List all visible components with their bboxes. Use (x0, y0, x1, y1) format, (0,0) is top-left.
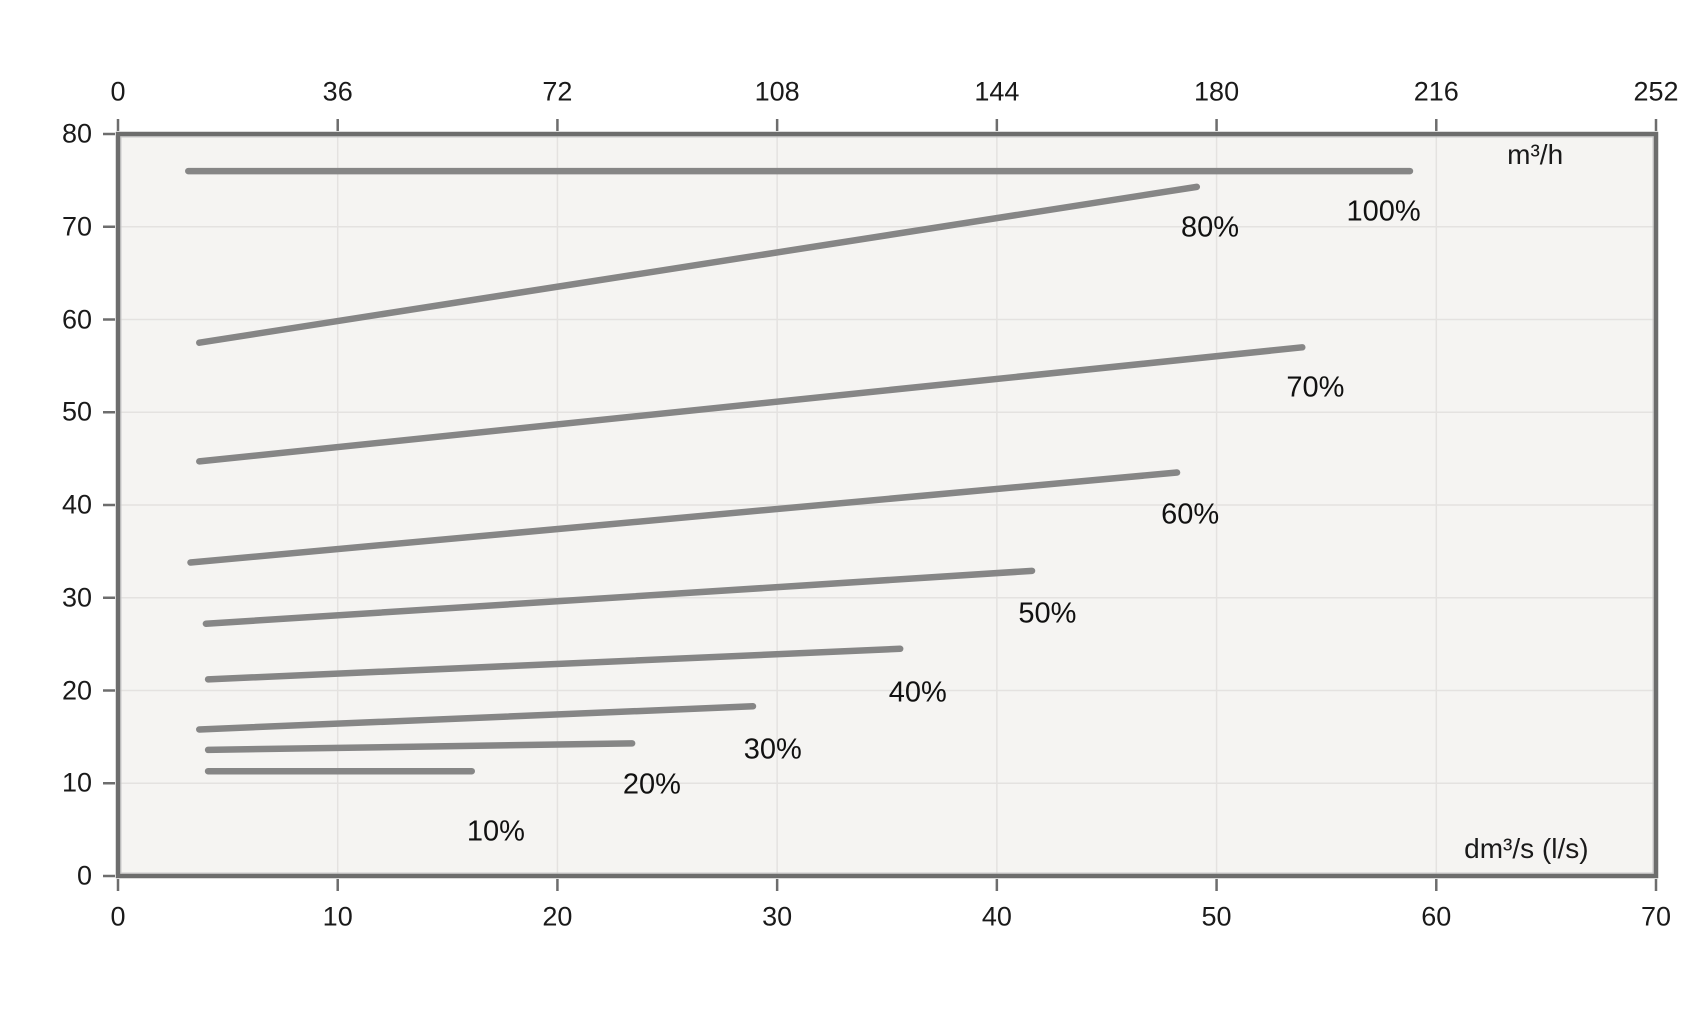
top-tick-label: 108 (754, 76, 800, 107)
y-tick-label: 10 (61, 767, 92, 798)
top-tick-label: 216 (1413, 76, 1459, 107)
series-label-60pct: 60% (1161, 498, 1220, 531)
axis-unit-label-top: m³/h (1507, 139, 1564, 171)
series-label-30pct: 30% (743, 733, 802, 766)
curve-50pct (202, 567, 1036, 627)
y-tick-label: 40 (61, 489, 92, 520)
curve-80pct (196, 183, 1201, 346)
plot-inner-border (120, 136, 1654, 874)
top-tick-label: 252 (1633, 76, 1679, 107)
series-label-70pct: 70% (1286, 371, 1345, 404)
series-label-20pct: 20% (622, 768, 681, 801)
y-tick-label: 0 (76, 860, 92, 891)
x-tick-label: 20 (542, 901, 573, 932)
top-tick-label: 72 (542, 76, 573, 107)
y-tick-label: 30 (61, 582, 92, 613)
curve-70pct (196, 344, 1306, 465)
series-label-40pct: 40% (888, 676, 947, 709)
y-tick-label: 20 (61, 675, 92, 705)
axis-unit-label-bottom: dm³/s (l/s) (1464, 833, 1589, 865)
top-tick-label: 36 (322, 76, 353, 107)
curve-20pct (204, 740, 636, 754)
series-label-100pct: 100% (1346, 195, 1421, 228)
series-label-80pct: 80% (1180, 211, 1239, 244)
x-tick-label: 40 (981, 901, 1012, 932)
y-tick-label: 80 (61, 118, 92, 149)
y-tick-label: 60 (61, 304, 92, 334)
x-tick-label: 10 (322, 901, 353, 932)
y-tick-label: 50 (61, 396, 92, 427)
x-tick-label: 60 (1421, 901, 1452, 932)
x-tick-label: 50 (1201, 901, 1232, 932)
x-tick-label: 0 (110, 901, 126, 932)
x-tick-label: 70 (1640, 901, 1672, 932)
plot-border (115, 131, 1659, 879)
x-tick-label: 30 (762, 901, 793, 932)
y-tick-label: 70 (61, 211, 92, 242)
series-label-50pct: 50% (1018, 597, 1077, 630)
top-tick-label: 0 (110, 76, 126, 107)
top-tick-label: 144 (974, 76, 1020, 107)
curve-60pct (187, 469, 1181, 566)
curve-40pct (204, 645, 904, 683)
curve-30pct (196, 703, 757, 733)
series-label-10pct: 10% (466, 815, 525, 848)
top-tick-label: 180 (1194, 76, 1240, 107)
